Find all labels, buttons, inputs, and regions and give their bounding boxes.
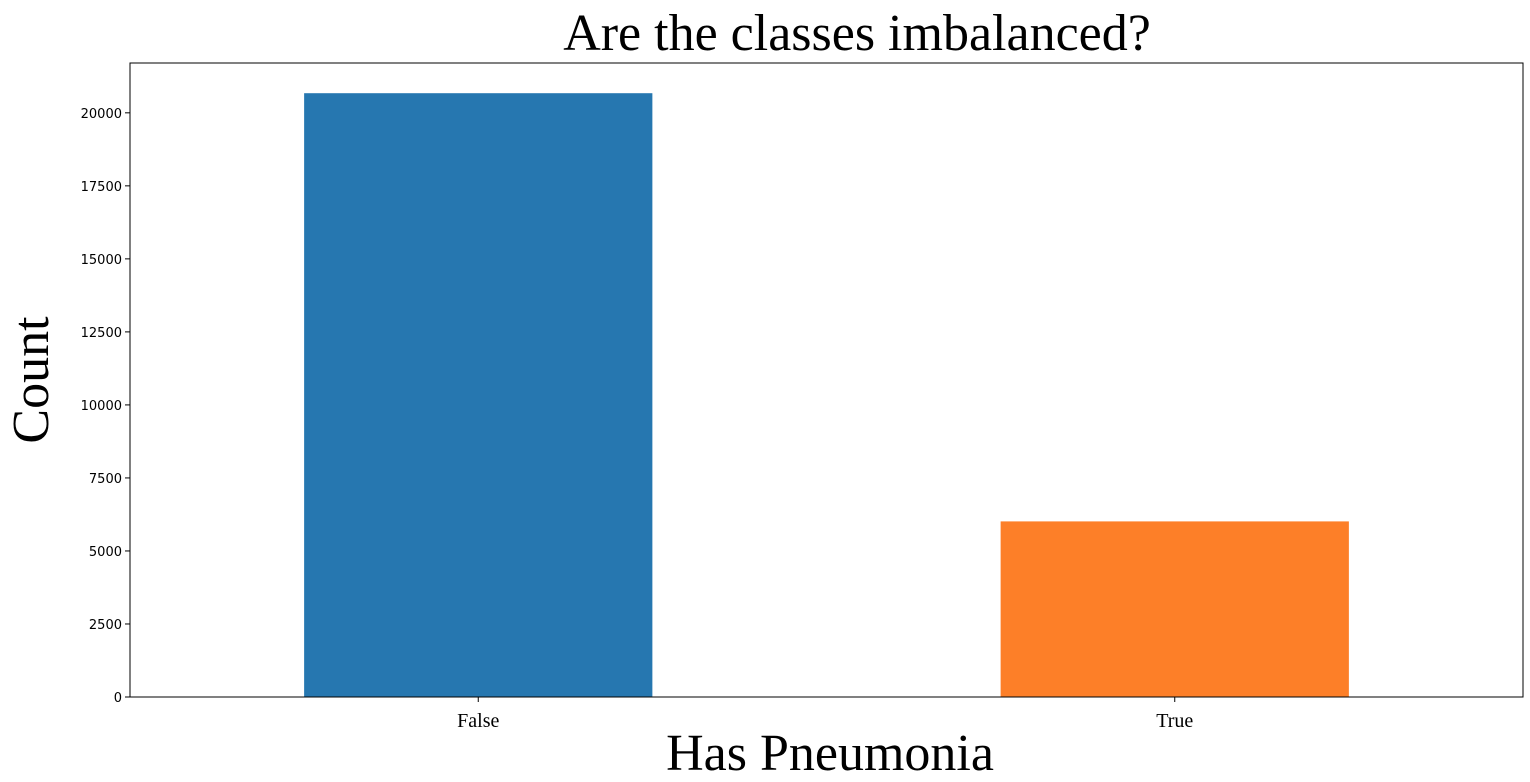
y-tick-label: 7500 [89,472,122,487]
plot-frame [129,62,1524,698]
y-axis: 0 2500 5000 7500 10000 12500 15000 17500 20000 [81,107,130,706]
chart-title: Are the classes imbalanced? [563,5,1151,62]
x-axis-label: Has Pneumonia [666,725,994,782]
x-axis: False True [457,697,1193,732]
y-tick-label: 2500 [89,618,122,633]
y-tick-label: 10000 [81,399,122,414]
bar-false [304,93,653,698]
y-tick-label: 20000 [81,107,122,122]
y-tick-label: 5000 [89,545,122,560]
x-tick-label: False [457,710,499,732]
y-tick-label: 12500 [81,326,122,341]
bar-true [1000,521,1349,697]
x-tick-label: True [1156,710,1193,732]
y-tick-label: 0 [114,691,122,706]
y-tick-label: 17500 [81,180,122,195]
y-axis-label: Count [3,316,60,444]
y-tick-label: 15000 [81,253,122,268]
bars [304,93,1349,698]
